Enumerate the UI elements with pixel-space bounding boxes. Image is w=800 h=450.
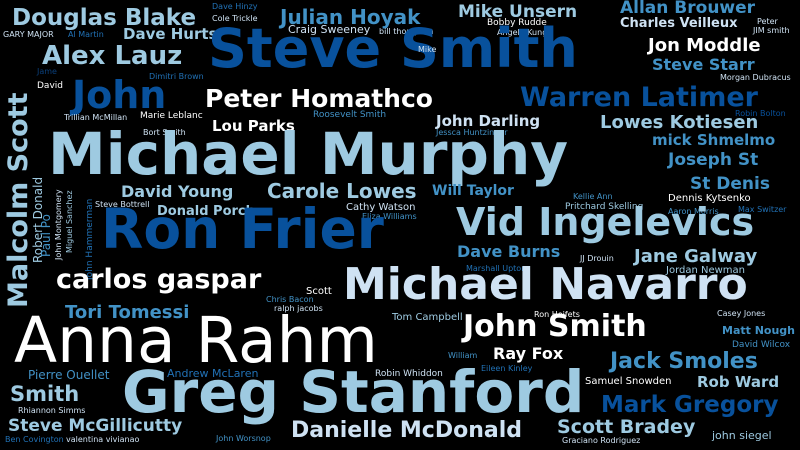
word-joseph-st: Joseph St	[668, 150, 759, 170]
word-john: John	[72, 73, 167, 117]
word-robin-bolton: Robin Bolton	[735, 109, 786, 118]
word-william: William	[448, 351, 478, 360]
word-steve-bottrell: Steve Bottrell	[95, 200, 150, 209]
word-casey-jones: Casey Jones	[717, 309, 766, 318]
word-pritchard-skelling: Pritchard Skelling	[565, 202, 644, 212]
word-warren-latimer: Warren Latimer	[520, 82, 758, 113]
word-tom-campbell: Tom Campbell	[392, 312, 463, 323]
word-john-siegel: john siegel	[712, 429, 772, 442]
word-lou-parks: Lou Parks	[212, 117, 295, 135]
word-morgan-dubracus: Morgan Dubracus	[720, 73, 791, 82]
word-mark-gregory: Mark Gregory	[601, 392, 779, 418]
word-ron-frier: Ron Frier	[101, 197, 384, 261]
word-ron-heifets: Ron Heifets	[534, 310, 580, 319]
word-miguel-sanchez: Miguel Sanchez	[65, 190, 74, 253]
word-john-darling: John Darling	[436, 112, 541, 130]
word-scott-bradey: Scott Bradey	[557, 416, 696, 438]
word-marshall-upton: Marshall Upton	[466, 264, 527, 273]
word-vid-ingelevics: Vid Ingelevics	[456, 200, 755, 244]
word-chris-bacon: Chris Bacon	[266, 295, 314, 304]
word-david-young: David Young	[121, 182, 234, 201]
word-paul-po: Paul Po	[39, 214, 53, 257]
word-smith: Smith	[10, 382, 80, 406]
word-steve-mcgillicutty: Steve McGillicutty	[8, 416, 183, 436]
word-trillian-mcmillan: Trillian McMillan	[64, 113, 128, 122]
word-john-smith: John Smith	[463, 309, 647, 344]
word-kellie-ann: Kellie Ann	[573, 192, 613, 201]
word-jessca-huntzinger: Jessca Huntzinger	[436, 128, 508, 137]
word-douglas-blake: Douglas Blake	[12, 5, 197, 31]
word-jim-smith: JIM smith	[753, 26, 790, 35]
word-john-worsnop: John Worsnop	[216, 434, 271, 443]
word-anna-rahm: Anna Rahm	[14, 304, 378, 377]
word-rhiannon-simms: Rhiannon Simms	[18, 406, 86, 415]
word-jon-moddle: Jon Moddle	[648, 35, 761, 56]
word-mick-shmelmo: mick Shmelmo	[652, 131, 776, 149]
word-jame: Jame	[37, 67, 57, 76]
word-malcolm-scott: Malcolm Scott	[3, 92, 34, 309]
word-craig-sweeney: Craig Sweeney	[288, 23, 371, 36]
word-peter: Peter	[757, 17, 778, 26]
word-eileen-kinley: Eileen Kinley	[481, 364, 533, 373]
word-valentina-vivianao: valentina vivianao	[66, 435, 140, 444]
word-max-switzer: Max Switzer	[738, 205, 787, 214]
word-carole-lowes: Carole Lowes	[267, 179, 417, 203]
word-andrew-mclaren: Andrew McLaren	[167, 367, 259, 380]
word-matt-nough: Matt Nough	[722, 324, 796, 337]
word-ray-fox: Ray Fox	[493, 344, 564, 363]
word-bobby-rudde: Bobby Rudde	[487, 18, 547, 28]
word-charles-veilleux: Charles Veilleux	[620, 16, 738, 31]
word-ben-covington: Ben Covington	[5, 435, 64, 444]
word-mike: Mike	[418, 45, 437, 54]
word-al-martin: Al Martin	[68, 30, 104, 39]
word-tori-tomessi: Tori Tomessi	[65, 302, 190, 323]
word-steve-starr: Steve Starr	[652, 55, 755, 74]
word-mike-unsern: Mike Unsern	[458, 2, 578, 22]
word-ralph-jacobs: ralph jacobs	[274, 304, 323, 313]
word-st-denis: St Denis	[690, 174, 770, 194]
word-aaron-morris: Aaron Morris	[668, 207, 719, 216]
word-dave-hinzy: Dave Hinzy	[212, 2, 258, 11]
word-eliza-williams: Eliza Williams	[362, 212, 417, 221]
word-michael-murphy: Michael Murphy	[48, 120, 569, 188]
word-cole-trickle: Cole Trickle	[212, 14, 258, 23]
word-danielle-mcdonald: Danielle McDonald	[291, 418, 522, 443]
word-alex-lauz: Alex Lauz	[42, 41, 183, 71]
word-bill-thompson: bill thompson	[379, 27, 434, 36]
word-will-taylor: Will Taylor	[432, 183, 514, 199]
word-peter-homathco: Peter Homathco	[205, 84, 433, 113]
word-julian-hoyak: Julian Hoyak	[280, 5, 421, 29]
word-robin-whiddon: Robin Whiddon	[375, 369, 443, 379]
word-carlos-gaspar: carlos gaspar	[56, 264, 262, 295]
word-greg-stanford: Greg Stanford	[122, 358, 585, 426]
word-lowes-kotiesen: Lowes Kotiesen	[600, 112, 759, 133]
word-jordan-newman: Jordan Newman	[666, 265, 746, 276]
word-jj-drouin: JJ Drouin	[580, 254, 614, 263]
word-steve-smith: Steve Smith	[208, 17, 578, 80]
word-dave-burns: Dave Burns	[457, 242, 561, 261]
word-jane-galway: Jane Galway	[634, 246, 758, 267]
word-david-wilcox: David Wilcox	[732, 340, 791, 350]
word-jack-smoles: Jack Smoles	[610, 349, 758, 374]
word-donald-porch: Donald Porch	[157, 204, 255, 219]
word-dave-hurts: Dave Hurts	[123, 25, 218, 43]
word-rob-ward: Rob Ward	[697, 373, 780, 391]
word-cathy-watson: Cathy Watson	[346, 202, 416, 213]
word-dimitri-brown: Dimitri Brown	[149, 72, 204, 81]
word-john-montgomery: John Montgomery	[54, 189, 63, 260]
word-david: David	[37, 81, 63, 91]
word-roosevelt-smith: Roosevelt Smith	[313, 110, 387, 120]
word-marie-leblanc: Marie Leblanc	[140, 111, 203, 121]
word-pierre-ouellet: Pierre Ouellet	[28, 368, 110, 382]
word-allan-brouwer: Allan Brouwer	[620, 0, 756, 18]
word-dennis-kytsenko: Dennis Kytsenko	[668, 193, 751, 204]
word-scott: Scott	[306, 286, 332, 297]
word-gary-major: GARY MAJOR	[3, 30, 54, 39]
word-bort-smith: Bort Smith	[143, 128, 186, 137]
word-graciano-rodriguez: Graciano Rodriguez	[562, 436, 641, 445]
word-michael-navarro: Michael Navarro	[343, 259, 748, 310]
word-angela-kung: Angela Kung	[497, 28, 548, 37]
word-samuel-snowden: Samuel Snowden	[585, 376, 672, 387]
